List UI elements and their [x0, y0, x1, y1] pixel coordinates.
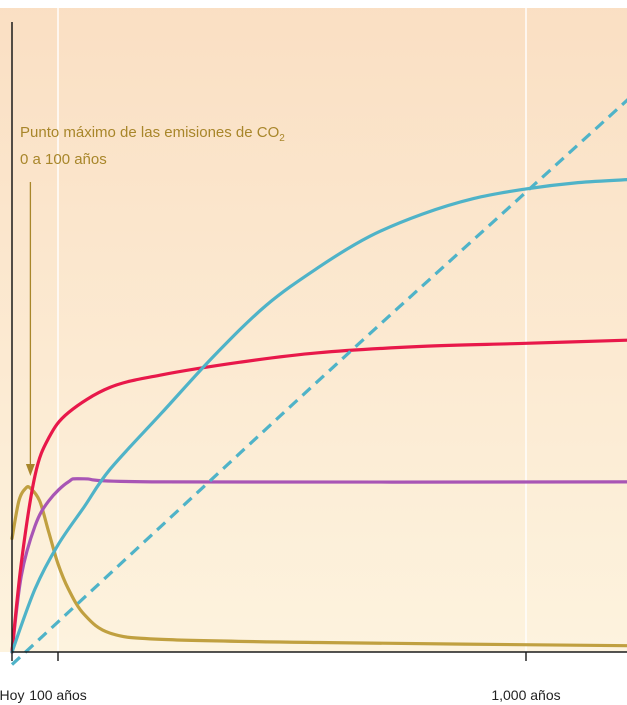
x-tick-label: Hoy — [0, 687, 24, 703]
annotation-line-2: 0 a 100 años — [20, 151, 107, 168]
blue-dashed-line — [10, 98, 627, 666]
co2-emissions-line — [10, 485, 627, 648]
plot-background — [0, 0, 627, 652]
blue-line — [10, 178, 627, 654]
x-tick-label: 100 años — [29, 687, 87, 703]
co2-peak-annotation: Punto máximo de las emisiones de CO2 0 a… — [20, 124, 285, 476]
top-border — [0, 0, 627, 8]
purple-line — [10, 477, 627, 654]
annotation-line-1: Punto máximo de las emisiones de CO2 — [20, 124, 285, 144]
x-tick-label: 1,000 años — [491, 687, 560, 703]
red-line — [10, 338, 627, 654]
annotation-arrow-head — [25, 464, 35, 476]
